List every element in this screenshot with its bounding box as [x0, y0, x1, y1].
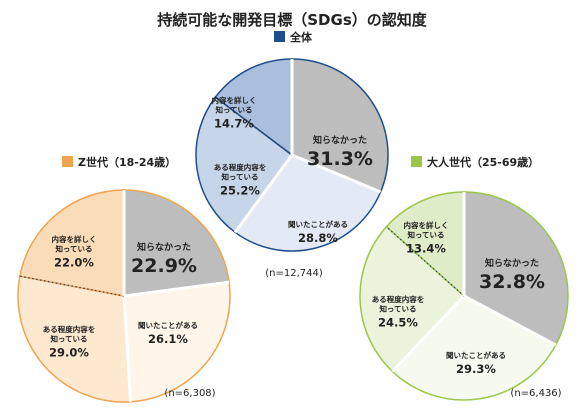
slice-percent-label: 26.1%	[148, 332, 188, 346]
pie-slice	[391, 295, 557, 401]
pie-slice	[385, 191, 465, 298]
slice-separator	[123, 280, 230, 298]
legend-label: 大人世代（25-69歳）	[427, 155, 539, 169]
pie-slice	[123, 189, 230, 297]
pie-slice	[17, 275, 132, 403]
legend-2: Z世代（18-24歳）	[62, 155, 176, 169]
legend-swatch	[62, 156, 73, 167]
slice-category-label: 内容を詳しく	[52, 234, 97, 244]
slice-percent-label: 29.0%	[49, 346, 89, 360]
slice-separator	[463, 294, 557, 347]
slice-label: 聞いたことがある 29.3%	[446, 350, 506, 376]
slice-separator	[233, 154, 294, 234]
slice-separator	[391, 294, 466, 373]
slice-percent-label: 29.3%	[456, 362, 496, 376]
slice-category-label: 聞いたことがある	[446, 350, 506, 360]
sample-size-label: (n=12,744)	[265, 268, 323, 279]
slice-percent-label: 32.8%	[479, 271, 545, 293]
sample-size-label: (n=6,308)	[164, 388, 215, 399]
slice-category-label: ある程度内容を	[214, 162, 267, 172]
pie-slice	[123, 281, 231, 403]
slice-separator	[122, 295, 133, 402]
chart-title: 持続可能な開発目標（SDGs）の認知度	[157, 11, 427, 29]
slice-category-label: 知らなかった	[312, 134, 367, 146]
legend-1: 全体	[274, 30, 313, 44]
pie-slice	[234, 154, 382, 252]
slice-dotted-divider	[19, 275, 125, 297]
pie-chart-2: 知らなかった22.9%聞いたことがある26.1%ある程度内容を知っている29.0…	[17, 189, 231, 403]
slice-separator	[291, 153, 382, 194]
slice-category-label: 知っている	[215, 105, 252, 115]
slice-label: 知らなかった 22.9%	[131, 241, 197, 277]
sample-size-label: (n=6,436)	[510, 388, 561, 399]
slice-category-label: 内容を詳しく	[404, 220, 449, 230]
legend-label: 全体	[289, 30, 313, 44]
legend-3: 大人世代（25-69歳）	[411, 155, 539, 169]
slice-category-label: 知っている	[55, 244, 92, 254]
slice-label: 聞いたことがある 26.1%	[138, 320, 198, 346]
slice-category-label: 知っている	[407, 230, 444, 240]
slice-category-label: 聞いたことがある	[288, 219, 348, 229]
slice-percent-label: 22.0%	[54, 256, 94, 270]
slice-category-label: 知っている	[221, 172, 258, 182]
slice-percent-label: 22.9%	[131, 255, 197, 277]
pie-slice	[359, 225, 466, 373]
legend-swatch	[274, 31, 285, 42]
slice-category-label: 知らなかった	[136, 241, 191, 253]
slice-percent-label: 25.2%	[220, 184, 260, 198]
slice-dotted-divider	[386, 226, 465, 297]
slice-percent-label: 31.3%	[307, 148, 373, 170]
pie-slice	[18, 189, 125, 297]
slice-label: 知らなかった 32.8%	[479, 257, 545, 293]
slice-percent-label: 24.5%	[378, 316, 418, 330]
slice-category-label: 知らなかった	[484, 257, 539, 269]
slice-category-label: 知っている	[379, 304, 416, 314]
slice-percent-label: 13.4%	[406, 242, 446, 256]
slice-percent-label: 28.8%	[298, 231, 338, 245]
pie-slice	[291, 58, 389, 193]
slice-category-label: ある程度内容を	[372, 294, 425, 304]
legend-swatch	[411, 156, 422, 167]
slice-category-label: 聞いたことがある	[138, 320, 198, 330]
slice-percent-label: 14.7%	[214, 117, 254, 131]
slice-category-label: ある程度内容を	[43, 324, 96, 334]
legend-label: Z世代（18-24歳）	[78, 155, 176, 169]
pie-slice	[214, 58, 293, 157]
slice-label: 聞いたことがある 28.8%	[288, 219, 348, 245]
slice-dotted-divider	[215, 96, 293, 156]
slice-category-label: 知っている	[50, 334, 87, 344]
pie-chart-3: 知らなかった32.8%聞いたことがある29.3%ある程度内容を知っている24.5…	[359, 191, 569, 401]
slice-category-label: 内容を詳しく	[212, 95, 257, 105]
pie-slice	[195, 96, 294, 234]
pie-slice	[463, 191, 569, 346]
slice-label: 知らなかった 31.3%	[307, 134, 373, 170]
